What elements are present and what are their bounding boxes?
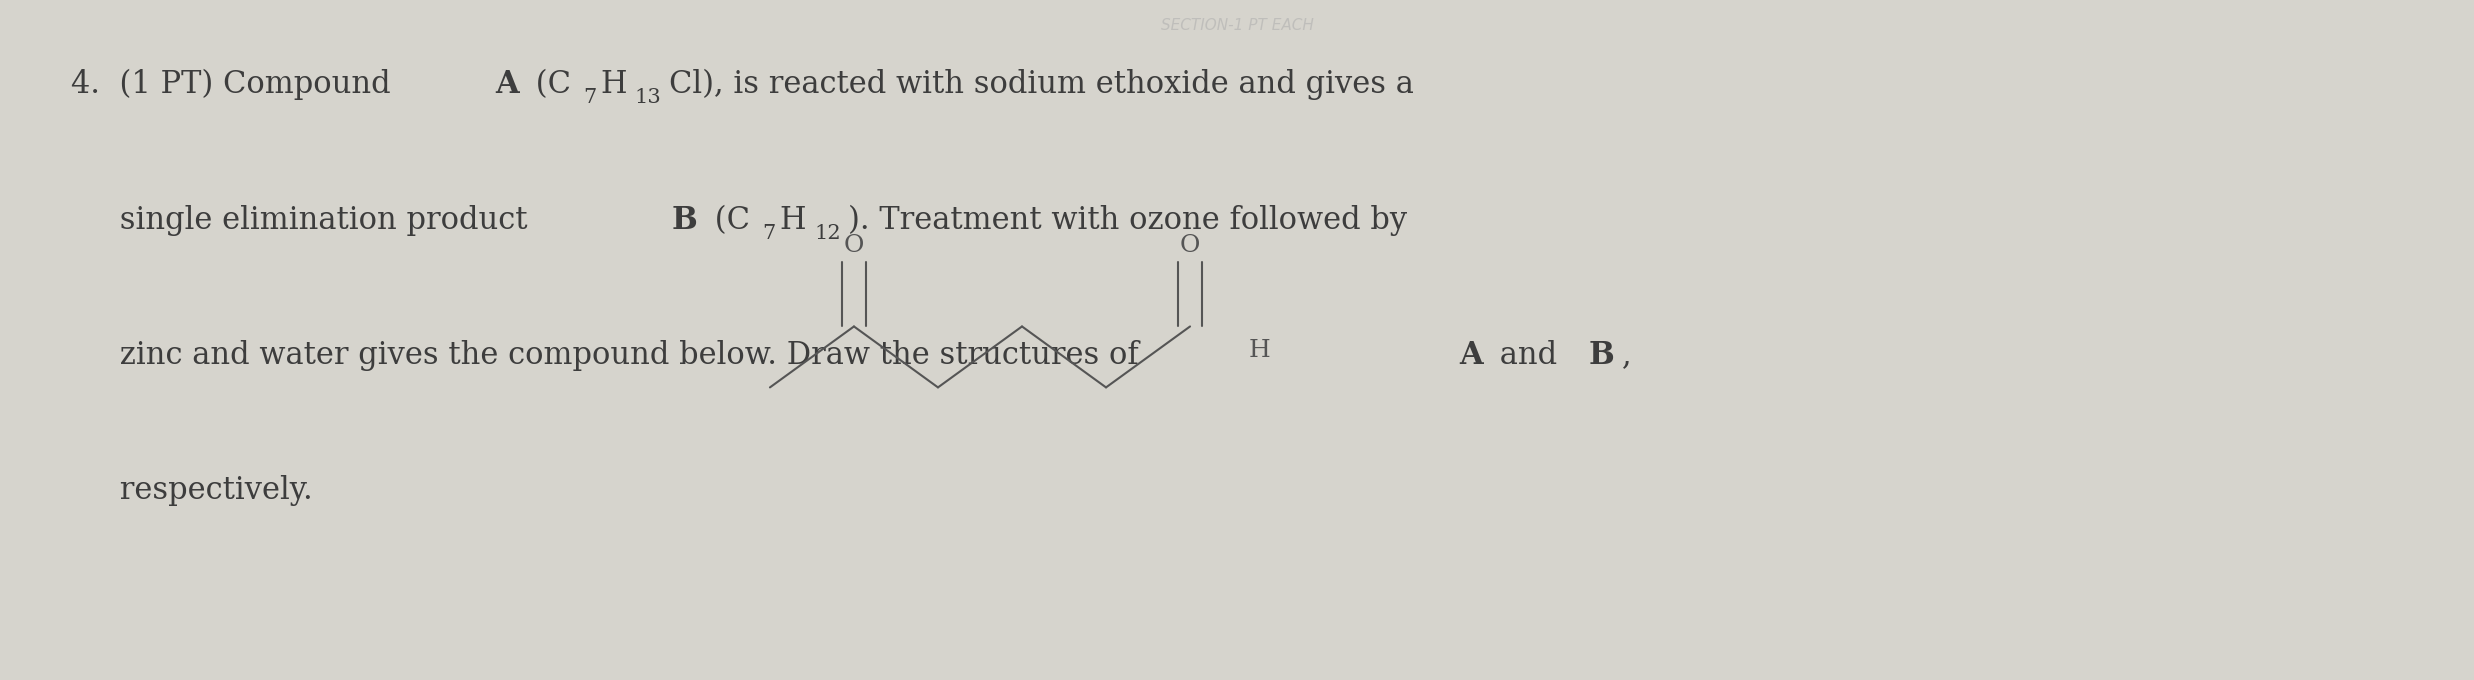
Text: respectively.: respectively.: [72, 475, 312, 507]
Text: (C: (C: [524, 69, 571, 100]
Text: H: H: [601, 69, 626, 100]
Text: SECTION-1 PT EACH: SECTION-1 PT EACH: [1160, 18, 1314, 33]
Text: O: O: [1180, 234, 1200, 257]
Text: 12: 12: [814, 224, 841, 243]
Text: and: and: [1489, 340, 1566, 371]
Text: 13: 13: [636, 88, 661, 107]
Text: single elimination product: single elimination product: [72, 205, 537, 235]
Text: ,: ,: [1623, 340, 1630, 371]
Text: B: B: [670, 205, 698, 235]
Text: 4.  (1 PT) Compound: 4. (1 PT) Compound: [72, 69, 401, 101]
Text: H: H: [779, 205, 807, 235]
Text: 7: 7: [584, 88, 596, 107]
Text: A: A: [495, 69, 520, 100]
Text: H: H: [1249, 339, 1272, 362]
Text: 7: 7: [762, 224, 777, 243]
Text: A: A: [1460, 340, 1482, 371]
Text: (C: (C: [705, 205, 750, 235]
Text: Cl), is reacted with sodium ethoxide and gives a: Cl), is reacted with sodium ethoxide and…: [670, 69, 1415, 101]
Text: ). Treatment with ozone followed by: ). Treatment with ozone followed by: [849, 205, 1408, 236]
Text: O: O: [844, 234, 863, 257]
Text: zinc and water gives the compound below. Draw the structures of: zinc and water gives the compound below.…: [72, 340, 1148, 371]
Text: B: B: [1588, 340, 1616, 371]
